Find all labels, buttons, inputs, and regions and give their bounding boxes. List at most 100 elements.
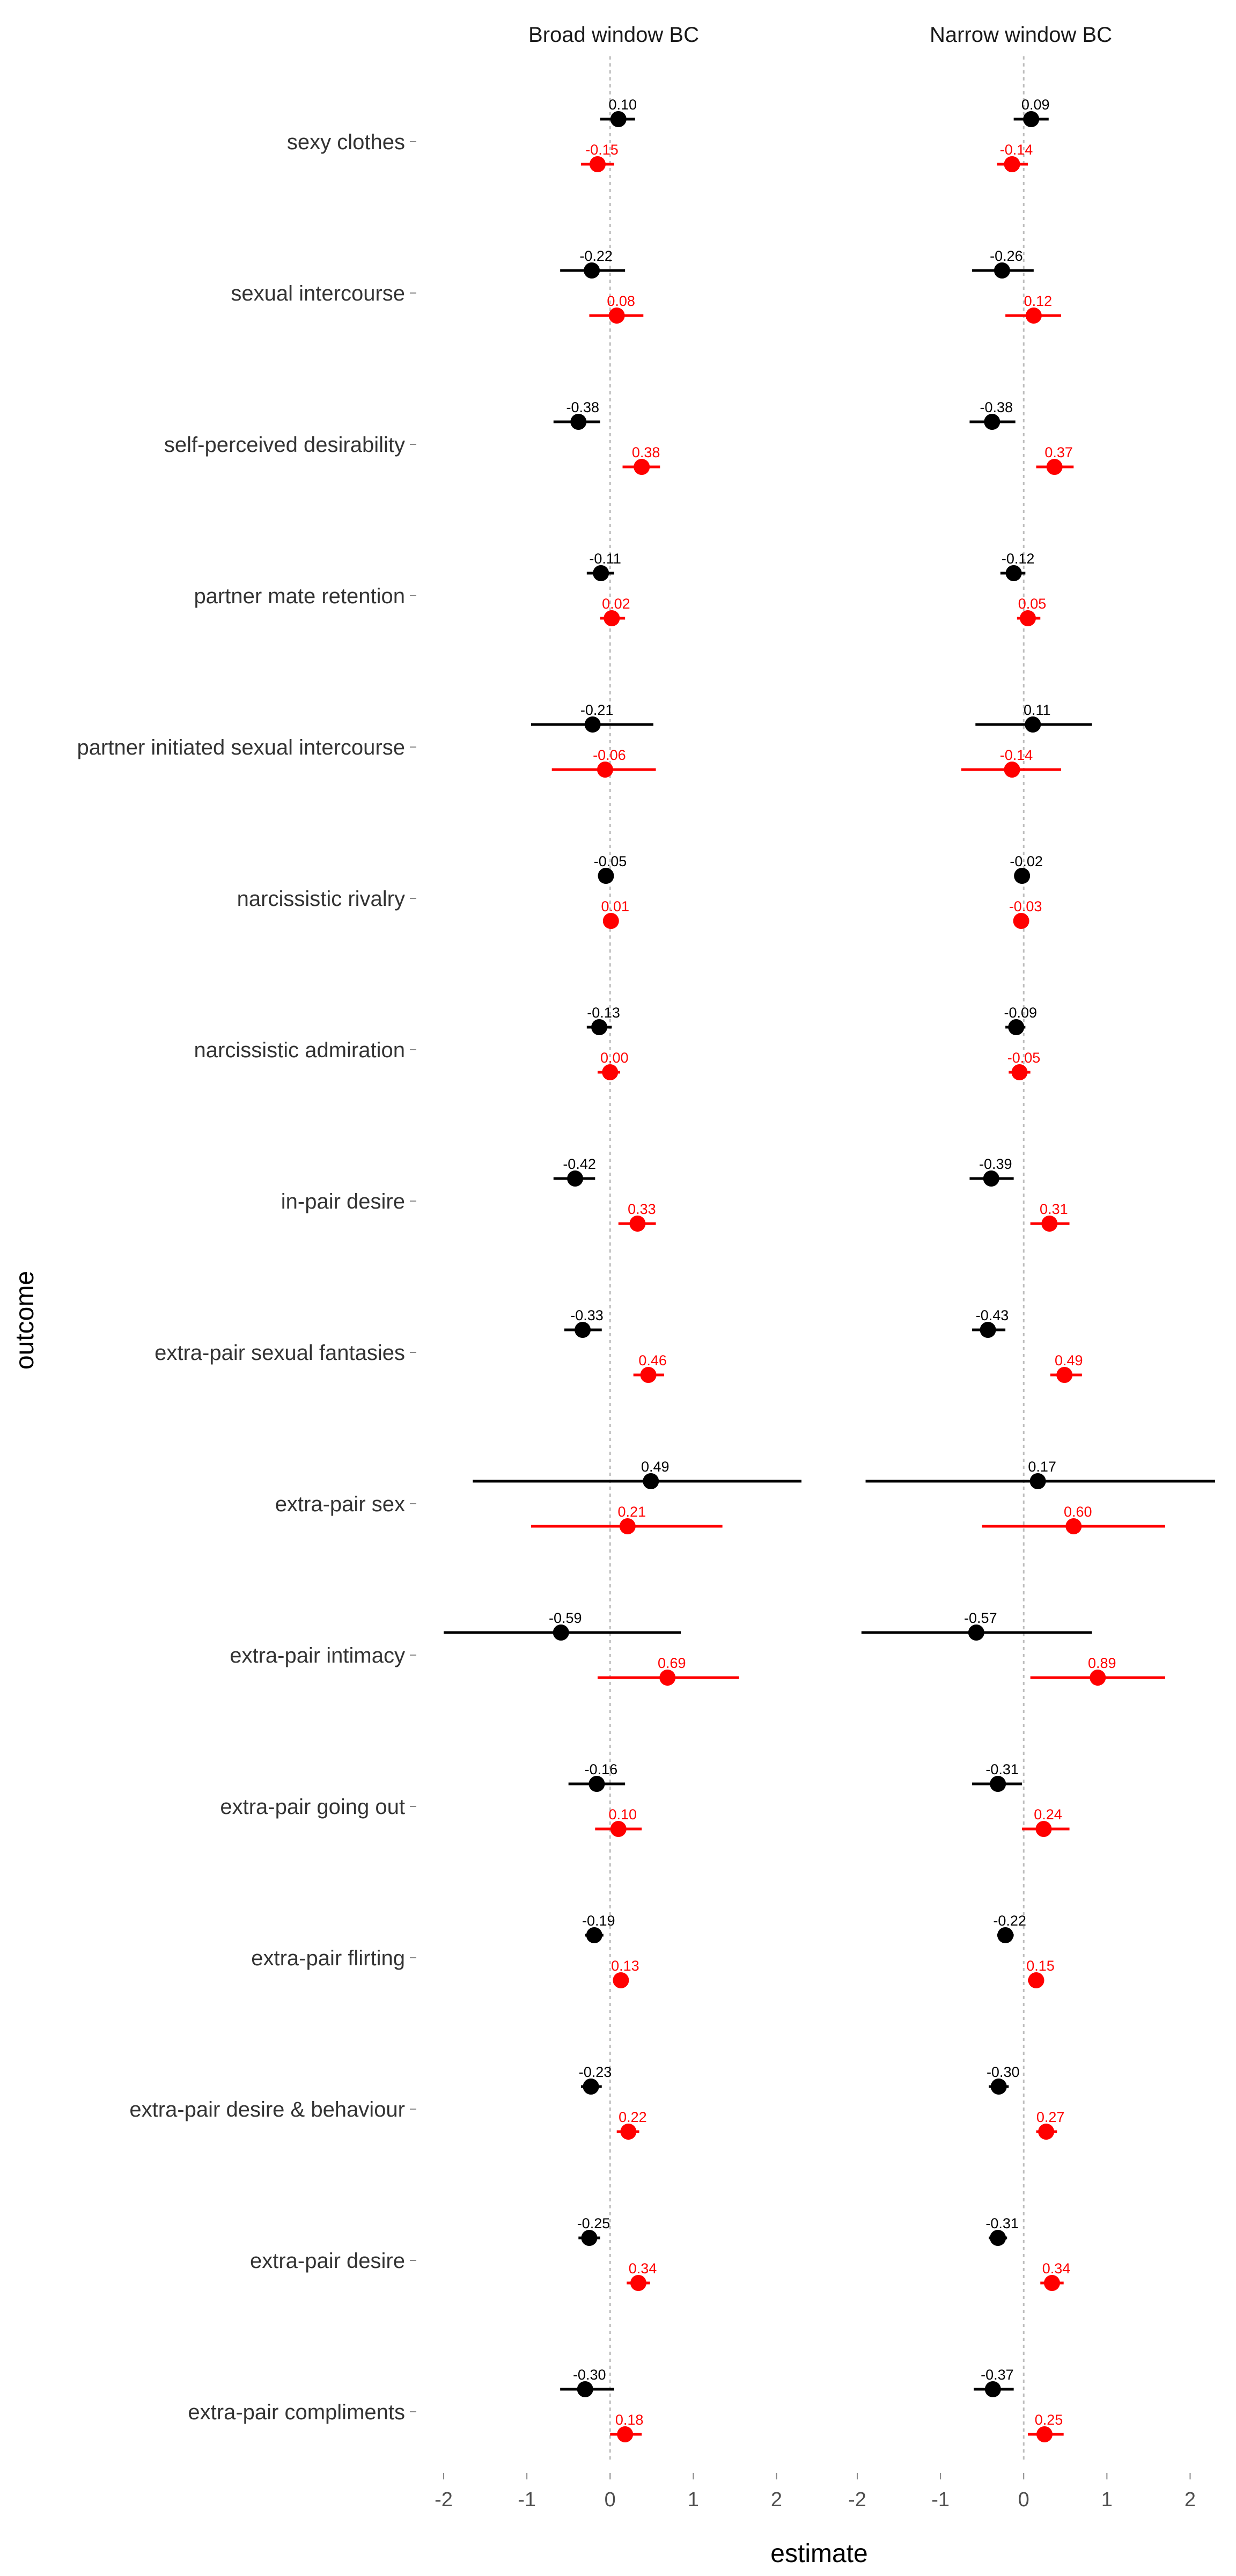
category-label: narcissistic admiration [194,1038,405,1062]
x-tick-label: 0 [605,2489,616,2511]
estimate-point [588,1776,605,1792]
x-tick-label: -2 [848,2489,866,2511]
x-tick-label: 1 [1101,2489,1113,2511]
estimate-label: -0.30 [987,2064,1020,2080]
estimate-label: 0.13 [611,1958,639,1974]
estimate-point [586,1927,602,1943]
x-axis-tick-labels: -2 -1 0 1 2 -2 -1 0 1 2 [435,2473,1196,2511]
estimate-label: -0.59 [549,1610,582,1626]
estimate-label: 0.02 [602,596,630,612]
estimate-point [577,2381,593,2397]
estimate-label: -0.11 [589,551,621,567]
estimate-label: 0.10 [608,1806,637,1823]
category-label: partner initiated sexual intercourse [77,736,405,759]
estimate-label: -0.03 [1009,898,1042,914]
estimate-point [994,262,1010,279]
estimate-point [619,1518,636,1534]
estimate-label: -0.38 [566,399,600,415]
estimate-point [593,565,609,581]
category-label: extra-pair intimacy [230,1644,405,1667]
estimate-label: -0.57 [964,1610,997,1626]
estimate-label: 0.08 [607,293,635,309]
estimate-point [581,2230,598,2246]
estimate-point [1065,1518,1082,1534]
estimate-point [570,414,587,430]
estimate-point [1008,1019,1025,1035]
estimate-point [1056,1367,1073,1383]
estimate-label: 0.38 [632,444,660,460]
x-tick-label: -2 [435,2489,453,2511]
category-label: sexual intercourse [231,282,405,305]
estimate-label: -0.16 [585,1761,618,1777]
x-axis-title: estimate [770,2540,867,2568]
estimate-point [1038,2124,1055,2140]
estimate-point [1029,1473,1046,1489]
estimate-point [613,1972,629,1988]
estimate-point [1025,716,1041,733]
estimate-point [997,1927,1014,1943]
estimate-label: -0.22 [993,1913,1026,1929]
estimate-label: -0.33 [570,1307,604,1323]
estimate-label: 0.37 [1044,444,1073,460]
estimate-point [591,1019,608,1035]
estimate-label: -0.23 [579,2064,612,2080]
estimate-label: 0.22 [619,2109,647,2125]
estimate-point [598,868,614,884]
estimate-label: -0.19 [582,1913,615,1929]
estimate-label: 0.34 [629,2260,657,2277]
estimate-point [990,1776,1006,1792]
plot-layer: 0.10 -0.22 -0.38 -0.11 -0.21 -0.05 -0.13 -0.42 -… [444,56,1215,2463]
estimate-label: 0.12 [1024,293,1053,309]
estimate-point [980,1322,996,1338]
estimate-point [610,1821,627,1837]
estimate-label: 0.25 [1035,2412,1063,2428]
estimate-label: 0.89 [1088,1655,1116,1671]
category-label: extra-pair desire & behaviour [129,2098,405,2121]
category-label: narcissistic rivalry [237,887,405,911]
estimate-label: 0.60 [1064,1504,1092,1520]
estimate-label: -0.42 [563,1156,596,1172]
category-label: extra-pair flirting [251,1946,405,1970]
x-tick-label: -1 [518,2489,536,2511]
estimate-label: 0.46 [638,1352,667,1368]
estimate-label: 0.18 [615,2412,644,2428]
estimate-label: -0.43 [976,1307,1009,1323]
category-label: extra-pair desire [250,2249,405,2273]
estimate-label: 0.49 [1055,1352,1083,1368]
estimate-point [584,716,601,733]
estimate-point [1025,308,1042,324]
estimate-point [983,1170,999,1187]
estimate-label: -0.22 [579,248,613,264]
estimate-label: -0.06 [593,747,626,763]
estimate-point [640,1367,657,1383]
estimate-point [634,459,650,475]
category-label: partner mate retention [194,584,405,608]
estimate-label: 0.24 [1034,1806,1062,1823]
estimate-point [1090,1670,1106,1686]
estimate-label: -0.30 [573,2367,606,2383]
estimate-label: -0.26 [990,248,1023,264]
estimate-point [1020,610,1036,626]
estimate-point [1036,2426,1053,2442]
estimate-point [1005,565,1022,581]
estimate-point [643,1473,659,1489]
estimate-point [1028,1972,1044,1988]
estimate-label: 0.11 [1024,702,1051,718]
x-tick-label: 0 [1018,2489,1029,2511]
estimate-point [1011,1064,1028,1080]
category-label: extra-pair sexual fantasies [154,1341,405,1365]
facet-title-broad: Broad window BC [528,23,699,47]
facet-narrow-window: Narrow window BC [930,23,1112,47]
estimate-point [1004,156,1020,172]
estimate-label: -0.05 [1007,1050,1041,1066]
category-label: self-perceived desirability [164,433,405,457]
x-tick-label: 2 [771,2489,782,2511]
estimate-point [1023,111,1040,127]
estimate-point [617,2426,634,2442]
x-tick-label: 2 [1184,2489,1196,2511]
estimate-point [1046,459,1063,475]
estimate-label: -0.21 [580,702,614,718]
estimate-label: 0.15 [1026,1958,1055,1974]
estimate-label: 0.01 [601,898,630,914]
